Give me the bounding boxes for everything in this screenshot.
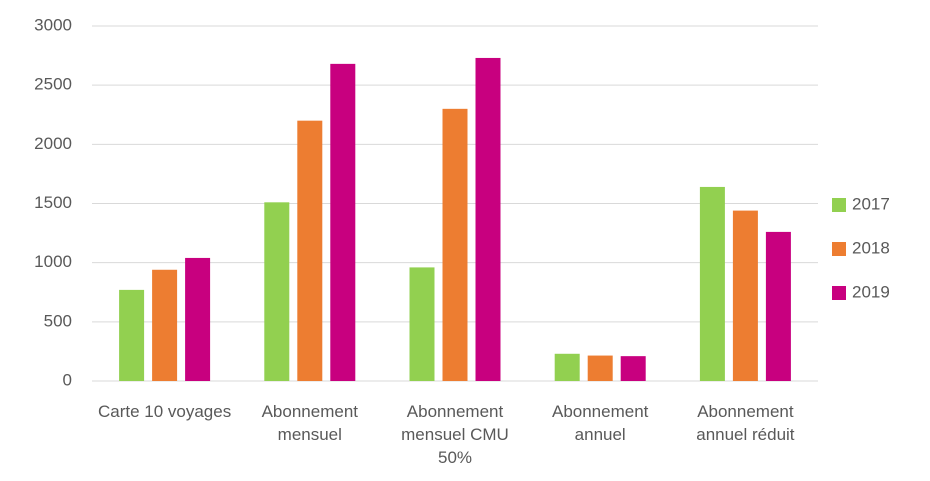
legend-label: 2017 [852, 194, 890, 213]
x-tick-label: Abonnement annuel [551, 402, 649, 444]
legend-swatch [832, 198, 846, 212]
y-tick-label: 3000 [34, 15, 72, 34]
x-tick-label: Carte 10 voyages [97, 402, 232, 421]
bar [620, 356, 646, 381]
bar [185, 257, 211, 381]
y-tick-label: 500 [44, 311, 72, 330]
bar [554, 353, 580, 381]
bar [297, 120, 323, 382]
bar [119, 289, 145, 381]
bar [475, 57, 501, 381]
y-tick-label: 1000 [34, 252, 72, 271]
bar [732, 210, 758, 381]
y-tick-label: 2000 [34, 134, 72, 153]
legend-label: 2018 [852, 238, 890, 257]
bar [699, 186, 725, 381]
bar [765, 231, 791, 381]
y-tick-label: 1500 [34, 193, 72, 212]
y-tick-label: 2500 [34, 75, 72, 94]
legend-swatch [832, 242, 846, 256]
y-tick-label: 0 [63, 370, 72, 389]
x-tick-label: Abonnement mensuel [261, 402, 358, 444]
bar [330, 63, 356, 381]
bar [264, 202, 290, 381]
bar [152, 269, 178, 381]
x-tick-label: Abonnement annuel réduit [696, 402, 795, 444]
x-tick-label: Abonnement mensuel CMU 50% [401, 402, 509, 467]
bar [442, 108, 468, 381]
legend-swatch [832, 286, 846, 300]
legend-label: 2019 [852, 282, 890, 301]
bar [587, 355, 613, 381]
bar [409, 267, 435, 381]
